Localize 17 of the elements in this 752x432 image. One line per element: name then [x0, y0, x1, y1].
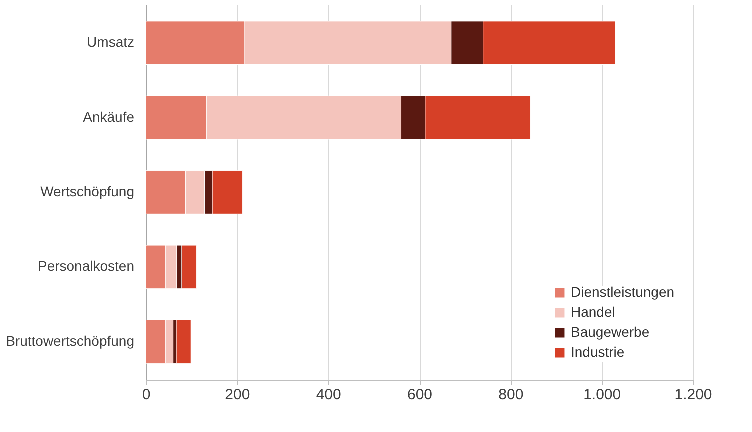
legend-label: Industrie [571, 344, 625, 360]
y-tick-label: Bruttowertschöpfung [6, 332, 134, 349]
legend-label: Baugewerbe [571, 324, 650, 340]
y-tick-label: Personalkosten [38, 258, 134, 274]
x-tick-label: 400 [316, 386, 342, 404]
x-tick-label: 1.200 [674, 386, 712, 404]
y-tick-label: Ankäufe [83, 108, 135, 125]
legend-label: Handel [571, 304, 616, 320]
legend-label: Dienstleistungen [571, 284, 675, 300]
y-tick-label: Wertschöpfung [40, 184, 134, 200]
x-tick-label: 1.000 [584, 386, 622, 404]
x-tick-label: 0 [142, 386, 151, 404]
bar [176, 320, 192, 364]
y-tick-label: Umsatz [87, 34, 134, 50]
x-tick-label: 200 [225, 386, 250, 404]
x-tick-label: 600 [407, 386, 433, 404]
x-tick-label: 800 [498, 386, 524, 404]
